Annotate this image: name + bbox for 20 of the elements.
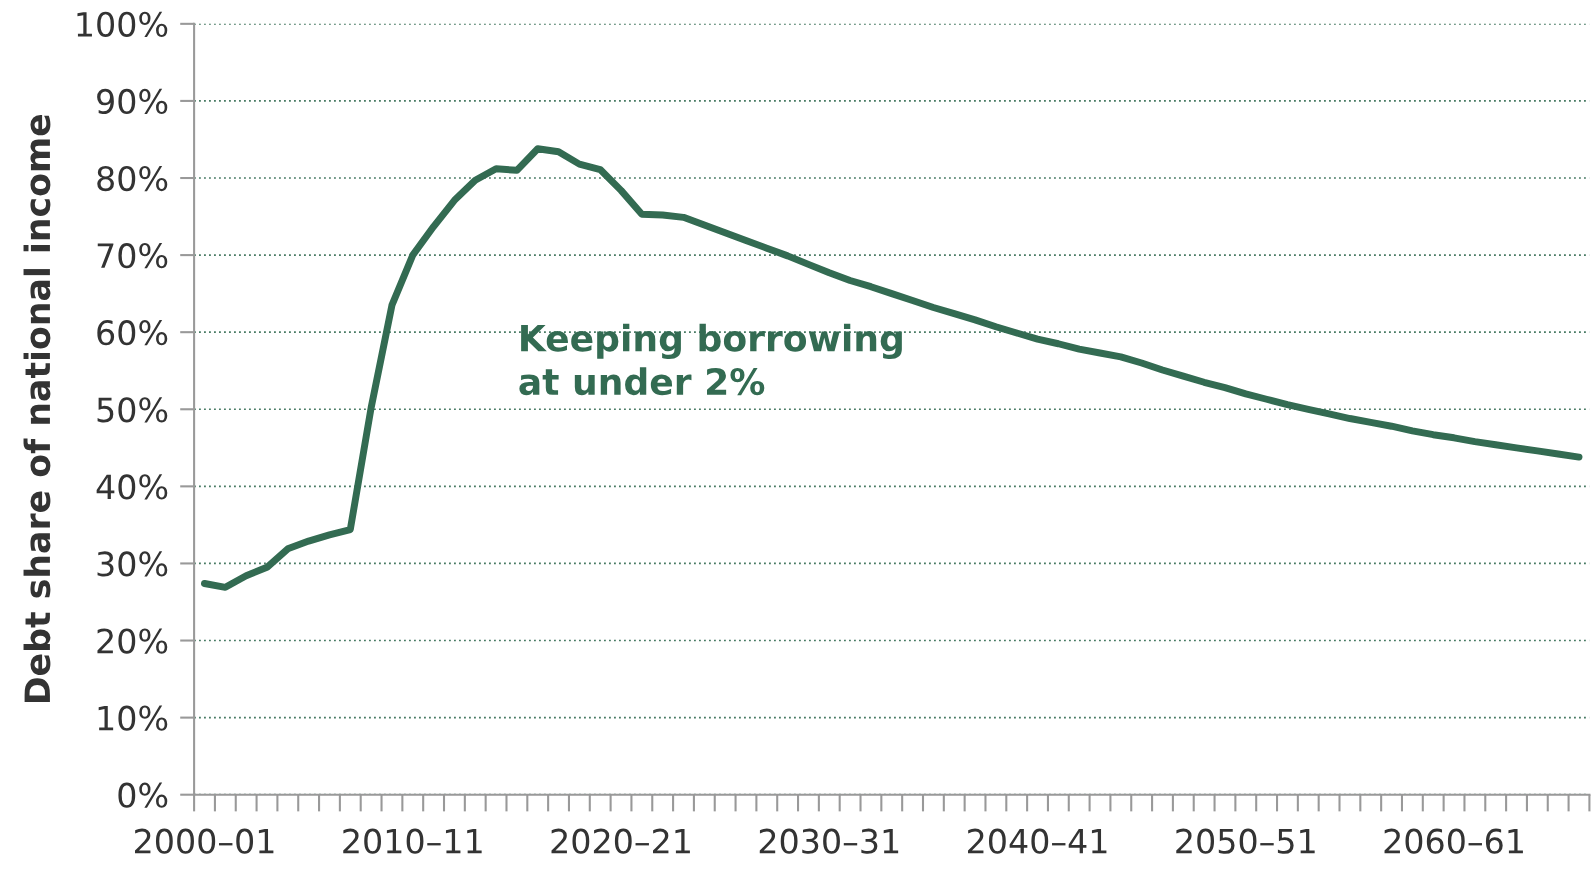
x-tick-label: 2060–61 <box>1384 828 1523 854</box>
y-tick-label: 30% <box>97 551 168 577</box>
y-tick-label: 20% <box>97 628 168 654</box>
y-tick-label: 100% <box>77 11 168 37</box>
y-tick-label: 0% <box>118 782 168 808</box>
y-tick-label: 80% <box>97 165 168 192</box>
y-tick-label: 10% <box>98 705 168 731</box>
x-tick-label: 2010–11 <box>343 828 482 854</box>
y-tick-label: 70% <box>97 243 168 269</box>
x-tick-label: 2020–21 <box>551 828 690 854</box>
y-axis-title: Debt share of national income <box>23 114 51 703</box>
y-tick-label: 90% <box>97 88 168 115</box>
y-tick-label: 40% <box>96 474 168 500</box>
x-tick-label: 2050–51 <box>1176 828 1315 854</box>
x-tick-label: 2000–01 <box>135 828 274 854</box>
y-tick-label: 50% <box>97 397 168 423</box>
y-tick-label: 60% <box>97 320 168 346</box>
x-tick-label: 2030–31 <box>759 828 899 854</box>
series-label: Keeping borrowing at under 2% <box>519 323 902 396</box>
x-tick-label: 2040–41 <box>968 828 1107 854</box>
